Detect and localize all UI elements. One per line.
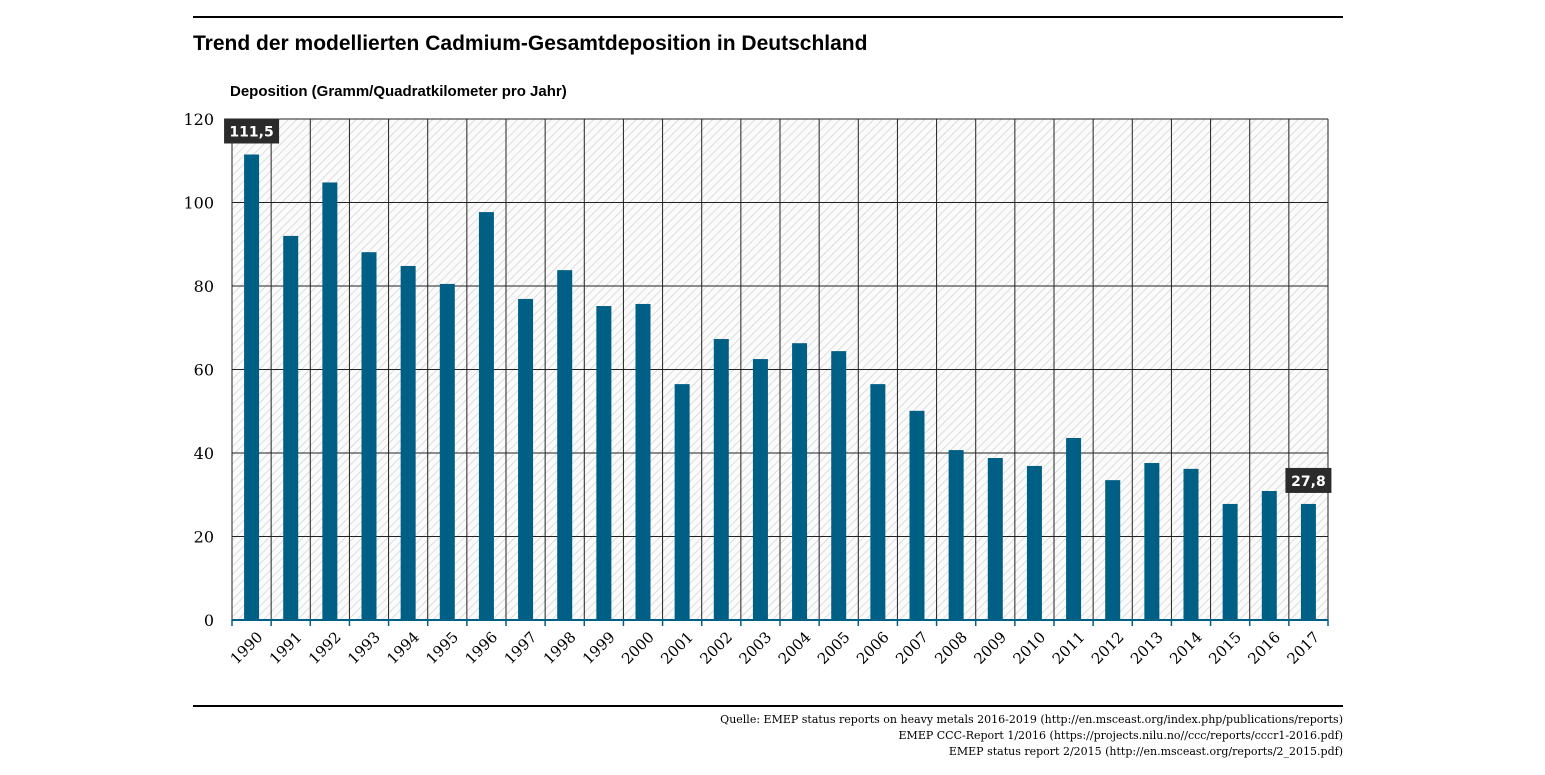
bar-1996	[478, 212, 494, 621]
x-tick-label: 1997	[501, 628, 541, 668]
source-line: EMEP CCC-Report 1/2016 (https://projects…	[898, 729, 1343, 742]
y-tick-label: 100	[183, 194, 214, 213]
x-tick-label: 1999	[579, 628, 619, 668]
y-tick-label: 40	[194, 444, 214, 463]
x-tick-label: 2006	[853, 628, 893, 668]
source-line: EMEP status report 2/2015 (http://en.msc…	[948, 745, 1343, 758]
data-label-bg	[1285, 467, 1332, 493]
x-tick-label: 2004	[775, 628, 815, 668]
bar-1990	[244, 154, 260, 621]
bar-2012	[1105, 480, 1121, 620]
x-tick-label: 2000	[618, 628, 658, 668]
data-label: 111,5	[229, 124, 273, 140]
bar-2013	[1144, 463, 1160, 620]
bar-2014	[1183, 468, 1199, 620]
y-axis-label: Deposition (Gramm/Quadratkilometer pro J…	[230, 83, 567, 100]
x-tick-label: 2017	[1284, 628, 1324, 668]
x-tick-label: 2007	[892, 628, 932, 668]
bar-2004	[792, 343, 808, 620]
sources: Quelle: EMEP status reports on heavy met…	[720, 712, 1343, 760]
bar-2000	[635, 303, 651, 620]
x-tick-label: 2012	[1088, 628, 1128, 668]
x-tick-label: 1998	[540, 628, 580, 668]
chart-title: Trend der modellierten Cadmium-Gesamtdep…	[193, 32, 868, 55]
x-tick-label: 2010	[1010, 628, 1050, 668]
bar-1993	[361, 252, 377, 620]
bar-2011	[1066, 437, 1082, 620]
source-line: Quelle: EMEP status reports on heavy met…	[720, 713, 1343, 726]
bar-1995	[439, 283, 455, 620]
x-tick-label: 2003	[736, 628, 776, 668]
y-tick-label: 20	[194, 528, 214, 547]
x-tick-label: 2016	[1244, 628, 1284, 668]
bar-2002	[713, 339, 729, 620]
x-tick-label: 1993	[344, 628, 384, 668]
x-tick-label: 2002	[696, 628, 736, 668]
y-tick-label: 0	[204, 611, 214, 630]
bar-1997	[518, 298, 534, 620]
bar-1991	[283, 235, 299, 620]
x-tick-label: 1994	[383, 628, 423, 668]
x-tick-label: 2014	[1166, 628, 1206, 668]
x-tick-label: 1990	[227, 628, 267, 668]
y-tick-label: 80	[194, 277, 214, 296]
bar-2001	[674, 384, 690, 620]
x-tick-label: 2011	[1049, 628, 1089, 668]
x-tick-label: 2005	[814, 628, 854, 668]
x-tick-label: 1991	[266, 628, 306, 668]
data-label: 27,8	[1291, 474, 1326, 490]
x-tick-label: 1992	[305, 628, 345, 668]
bar-1994	[400, 265, 416, 620]
data-label-bg	[224, 118, 280, 144]
bar-1999	[596, 306, 612, 620]
bar-2005	[831, 351, 847, 620]
y-tick-label: 60	[194, 361, 214, 380]
x-tick-label: 1996	[462, 628, 502, 668]
bar-2010	[1026, 465, 1042, 620]
x-tick-label: 2015	[1205, 628, 1245, 668]
top-rule	[193, 16, 1343, 18]
bar-2006	[870, 384, 886, 620]
bar-2009	[987, 458, 1003, 620]
x-tick-label: 2013	[1127, 628, 1167, 668]
x-tick-label: 2008	[931, 628, 971, 668]
x-tick-label: 2009	[970, 628, 1010, 668]
bar-2003	[752, 359, 768, 620]
bar-2016	[1261, 490, 1277, 620]
x-tick-label: 1995	[422, 628, 462, 668]
bar-1998	[557, 270, 573, 620]
bar-2015	[1222, 503, 1238, 620]
bar-2007	[909, 410, 925, 620]
bar-2017	[1300, 503, 1316, 620]
x-tick-label: 2001	[657, 628, 697, 668]
bar-1992	[322, 182, 338, 620]
bar-2008	[948, 450, 964, 620]
y-tick-label: 120	[183, 110, 214, 129]
bottom-rule	[193, 705, 1343, 707]
